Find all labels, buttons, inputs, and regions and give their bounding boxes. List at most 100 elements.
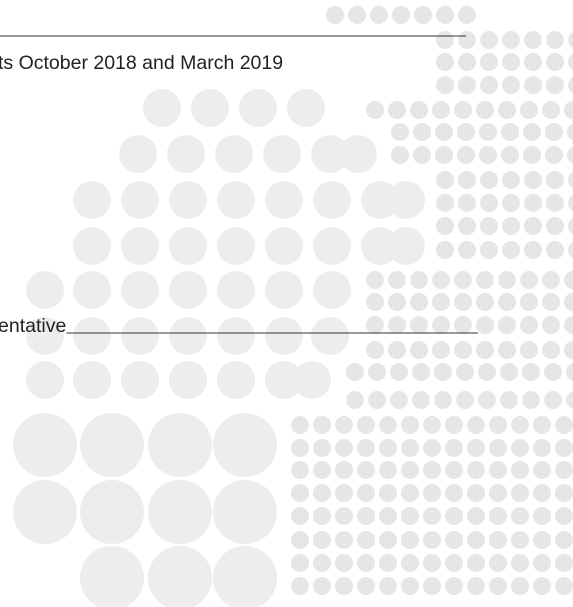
dot — [26, 271, 64, 309]
dot — [287, 89, 325, 127]
dot — [335, 507, 353, 525]
dot — [500, 391, 518, 409]
dot — [436, 6, 454, 24]
dot — [379, 416, 397, 434]
dot — [524, 76, 542, 94]
dot — [217, 181, 255, 219]
dot — [313, 461, 331, 479]
dot — [436, 53, 454, 71]
dot — [423, 484, 441, 502]
dot — [522, 363, 540, 381]
dot — [434, 363, 452, 381]
dot — [524, 217, 542, 235]
dot — [265, 181, 303, 219]
dot — [335, 484, 353, 502]
dot — [169, 227, 207, 265]
dot — [379, 439, 397, 457]
dot — [458, 171, 476, 189]
dot — [456, 391, 474, 409]
dot — [239, 89, 277, 127]
dot — [566, 391, 573, 409]
dot — [313, 507, 331, 525]
dot — [313, 439, 331, 457]
dot — [432, 341, 450, 359]
dot — [410, 341, 428, 359]
dot — [458, 53, 476, 71]
dot — [293, 361, 331, 399]
dot — [167, 135, 205, 173]
dot — [423, 507, 441, 525]
dot — [457, 123, 475, 141]
dot — [502, 53, 520, 71]
dot — [478, 363, 496, 381]
dot — [392, 6, 410, 24]
dot — [502, 194, 520, 212]
dot — [121, 361, 159, 399]
dot — [379, 531, 397, 549]
dot — [357, 484, 375, 502]
dot — [564, 341, 573, 359]
dot — [213, 480, 277, 544]
dot — [568, 217, 573, 235]
dot — [169, 271, 207, 309]
dot — [148, 413, 212, 477]
dot — [445, 507, 463, 525]
dot — [542, 293, 560, 311]
dot — [458, 6, 476, 24]
dot — [401, 531, 419, 549]
dot — [546, 31, 564, 49]
dot — [479, 146, 497, 164]
dot — [80, 480, 144, 544]
dot — [568, 76, 573, 94]
dot — [476, 341, 494, 359]
dot — [520, 341, 538, 359]
dot — [555, 577, 573, 595]
dot — [388, 293, 406, 311]
dot — [458, 76, 476, 94]
dot — [339, 135, 377, 173]
dot — [454, 293, 472, 311]
dot — [546, 194, 564, 212]
dot — [401, 554, 419, 572]
dot — [533, 554, 551, 572]
dot — [388, 316, 406, 334]
dot — [265, 227, 303, 265]
dot — [480, 53, 498, 71]
dot — [121, 227, 159, 265]
dot — [414, 6, 432, 24]
dot — [489, 416, 507, 434]
dot — [568, 171, 573, 189]
dot — [555, 461, 573, 479]
document-page: ts October 2018 and March 2019 entative — [0, 0, 573, 607]
dot — [291, 439, 309, 457]
dot — [217, 271, 255, 309]
dot — [265, 317, 303, 355]
dot — [213, 546, 277, 607]
dot — [368, 363, 386, 381]
dot — [467, 531, 485, 549]
dot — [555, 507, 573, 525]
dot — [542, 271, 560, 289]
dot — [566, 363, 573, 381]
dot — [511, 461, 529, 479]
dot — [311, 317, 349, 355]
dot — [445, 484, 463, 502]
dot — [357, 507, 375, 525]
dot — [454, 271, 472, 289]
dot — [413, 146, 431, 164]
dot — [568, 53, 573, 71]
dot — [73, 181, 111, 219]
dot — [458, 31, 476, 49]
dot — [480, 194, 498, 212]
dot — [511, 531, 529, 549]
dot — [388, 271, 406, 289]
dot — [546, 76, 564, 94]
dot — [511, 439, 529, 457]
dot — [467, 416, 485, 434]
dot — [564, 293, 573, 311]
dot — [13, 413, 77, 477]
dot — [80, 413, 144, 477]
dot — [511, 554, 529, 572]
dot — [291, 554, 309, 572]
dot — [489, 531, 507, 549]
